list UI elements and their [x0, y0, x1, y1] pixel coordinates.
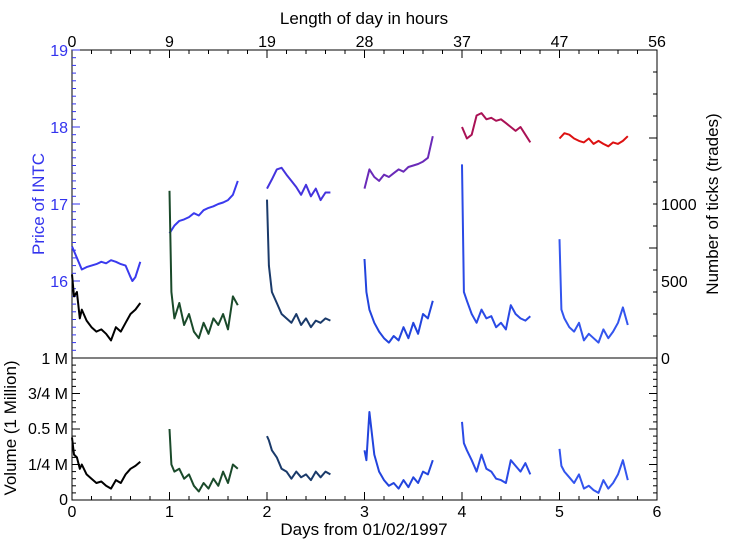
volume-tick-label: 3/4 M: [28, 386, 68, 403]
ticks-line-day-1: [168, 190, 239, 340]
volume-tick-label: 1 M: [41, 351, 68, 368]
price-tick-label: 19: [50, 43, 68, 60]
top-tick-label: 56: [648, 34, 666, 51]
x-axis-title: Days from 01/02/1997: [280, 520, 447, 539]
x-tick-label: 3: [360, 504, 369, 521]
ticks-line-day-5: [558, 239, 629, 344]
ticks-line-day-0: [71, 274, 142, 342]
volume-tick-label: 0: [59, 492, 68, 509]
top-tick-label: 19: [258, 34, 276, 51]
x-tick-label: 6: [653, 504, 662, 521]
x-tick-label: 0: [68, 504, 77, 521]
volume-tick-label: 0.5 M: [28, 421, 68, 438]
x-tick-label: 5: [555, 504, 564, 521]
ticks-axis-tick-labels: 1000 500 0: [661, 197, 697, 368]
volume-line-day-5: [558, 448, 629, 494]
top-axis-tick-labels: 0 9 19 28 37 47 56: [68, 34, 666, 51]
volume-tick-label: 1/4 M: [28, 457, 68, 474]
tick-marks: [71, 49, 658, 501]
price-line-day-4: [461, 112, 532, 143]
volume-line-day-0: [71, 437, 141, 490]
ticks-line-day-2: [266, 199, 331, 329]
top-tick-label: 37: [453, 34, 471, 51]
volume-line-day-4: [461, 421, 532, 484]
price-line-day-2: [266, 166, 331, 202]
x-tick-label: 1: [165, 504, 174, 521]
volume-axis-tick-labels: 1 M 3/4 M 0.5 M 1/4 M 0: [28, 351, 68, 509]
series-lines: [71, 112, 629, 494]
top-tick-label: 47: [551, 34, 569, 51]
volume-axis-title: Volume (1 Million): [1, 360, 20, 495]
price-line-day-0: [71, 246, 142, 282]
volume-line-day-3: [363, 411, 434, 490]
x-tick-label: 2: [263, 504, 272, 521]
price-tick-label: 17: [50, 197, 68, 214]
ticks-tick-label: 500: [661, 274, 688, 291]
price-axis-title: Price of INTC: [29, 153, 48, 255]
price-tick-label: 18: [50, 120, 68, 137]
price-line-day-1: [168, 180, 239, 234]
top-tick-label: 9: [165, 34, 174, 51]
top-tick-label: 28: [356, 34, 374, 51]
ticks-line-day-4: [461, 164, 531, 331]
ticks-tick-label: 0: [661, 351, 670, 368]
top-panel-frame: [71, 49, 658, 359]
ticks-line-day-3: [363, 258, 434, 344]
x-axis-tick-labels: 0 1 2 3 4 5 6: [68, 504, 662, 521]
ticks-tick-label: 1000: [661, 197, 697, 214]
price-line-day-3: [363, 135, 434, 189]
ticks-axis-title: Number of ticks (trades): [703, 113, 722, 294]
top-tick-label: 0: [68, 34, 77, 51]
x-tick-label: 4: [458, 504, 467, 521]
price-axis-tick-labels: 19 18 17 16: [50, 43, 68, 291]
volume-line-day-1: [168, 428, 239, 493]
price-tick-label: 16: [50, 274, 68, 291]
price-line-day-5: [558, 132, 629, 148]
volume-line-day-2: [266, 435, 331, 482]
top-axis-title: Length of day in hours: [280, 9, 448, 28]
